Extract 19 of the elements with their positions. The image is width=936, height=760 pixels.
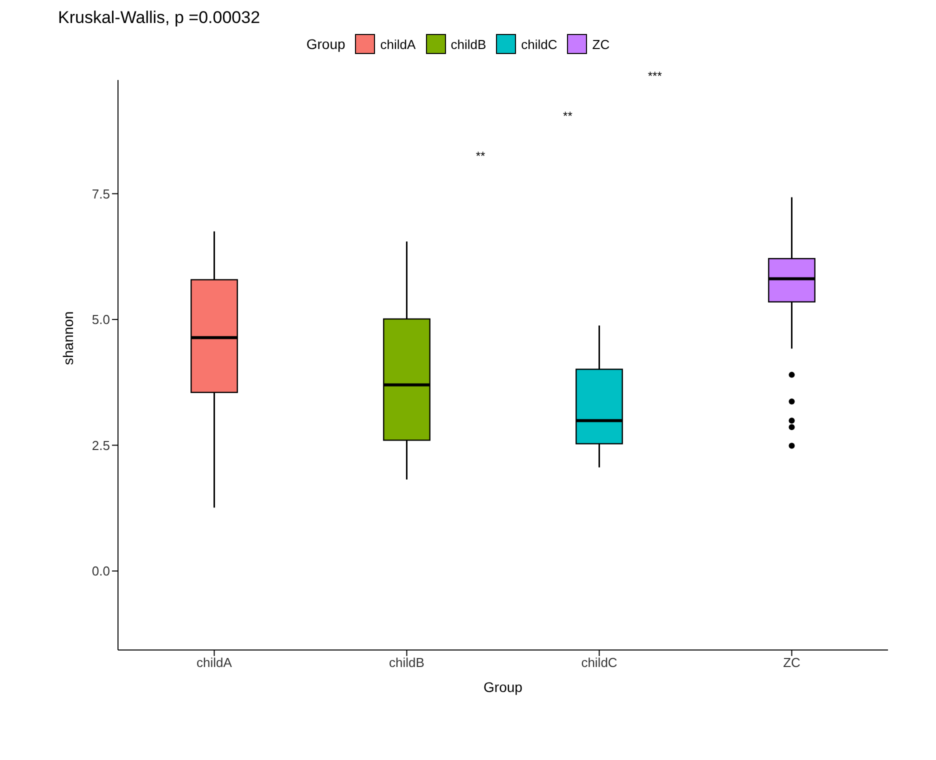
y-tick-label: 5.0	[92, 312, 110, 328]
x-tick-label: childC	[581, 655, 618, 670]
legend-label: childB	[450, 36, 486, 54]
legend-label: childC	[520, 36, 558, 54]
x-tick-label: childA	[196, 655, 232, 670]
annotation: **	[476, 149, 486, 163]
x-tick-label: ZC	[783, 655, 800, 670]
x-tick-label: childB	[389, 655, 424, 670]
x-axis-title: Group	[484, 679, 523, 695]
y-tick-label: 2.5	[92, 438, 110, 453]
y-tick-label: 0.0	[92, 564, 110, 579]
y-tick-label: 7.5	[92, 186, 110, 202]
annotation: **	[563, 109, 573, 123]
legend-label: ZC	[591, 36, 610, 54]
y-axis-title: shannon	[60, 311, 76, 365]
legend-title: Group	[306, 36, 346, 52]
chart-title: Kruskal-Wallis, p =0.00032	[58, 8, 262, 28]
legend-label: childA	[379, 36, 416, 54]
annotation: ***	[648, 69, 662, 83]
